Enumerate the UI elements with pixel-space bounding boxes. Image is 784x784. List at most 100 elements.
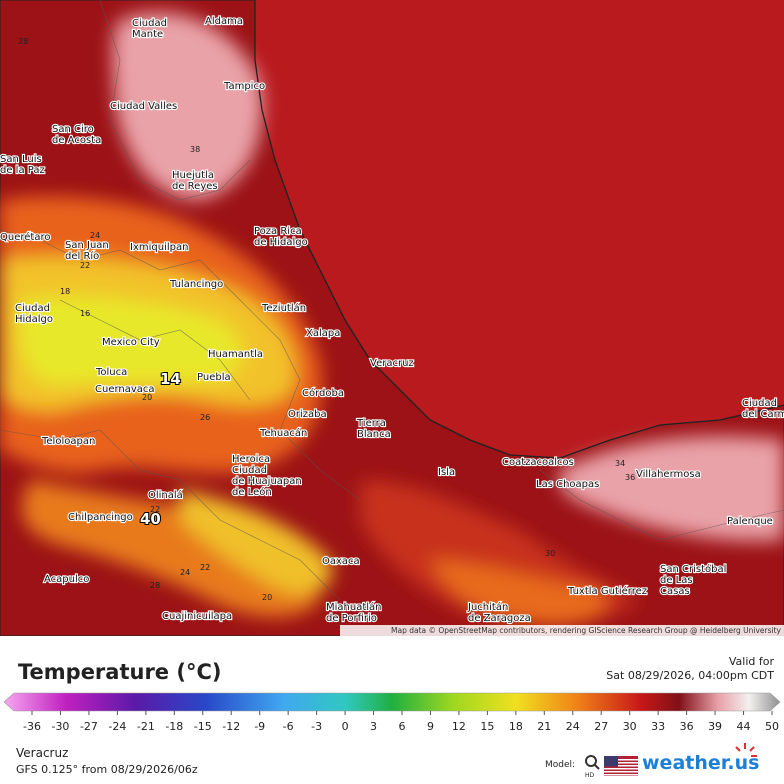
contour-label: 28 [18, 37, 28, 46]
place-label: de Las [660, 575, 693, 586]
colorbar-band [3, 692, 781, 712]
place-label: Puebla [197, 372, 231, 383]
contour-label: 22 [80, 261, 90, 270]
brand: weather.us [642, 752, 760, 774]
coastline [254, 0, 784, 459]
place-label: Ixmiquilpan [130, 242, 188, 253]
attribution-bg [340, 625, 784, 636]
place-label: de Hidalgo [254, 237, 308, 248]
place-label: del Río [65, 250, 99, 262]
place-label: Aldama [205, 16, 243, 27]
place-label: Palenque [727, 516, 773, 527]
valid-label: Valid for [728, 655, 774, 668]
colorbar-tick-label: -3 [311, 720, 322, 733]
place-label: Villahermosa [636, 469, 701, 480]
contour-label: 30 [545, 549, 555, 558]
colorbar-tick-label: 36 [680, 720, 694, 733]
place-label: Tehuacán [259, 427, 307, 439]
place-label: Teloloapan [41, 436, 95, 447]
place-label: Chilpancingo [68, 512, 133, 523]
contour-label: 38 [190, 145, 200, 154]
colorbar-tick-label: 0 [342, 720, 349, 733]
contour-label: 26 [200, 413, 210, 422]
place-label: San Cristóbal [660, 563, 726, 575]
place-label: Mante [132, 29, 163, 40]
place-label: Olinalá [148, 489, 183, 501]
hd-icon [585, 755, 600, 770]
colorbar-tick-label: 50 [765, 720, 779, 733]
place-label: de Acosta [52, 135, 101, 146]
contour-label: 20 [262, 593, 272, 602]
colorbar: -36 -30 -27 -24 -21 -18 -15 -12 -9 -6 -3 0 3 6 9 12 15 18… [3, 692, 781, 733]
contour-label: 24 [180, 568, 190, 577]
contour-label: 24 [90, 231, 100, 240]
place-label: Toluca [95, 367, 127, 378]
contour-label: 36 [625, 473, 635, 482]
place-label: Veracruz [370, 358, 414, 369]
colorbar-tick-label: 44 [737, 720, 751, 733]
colorbar-tick-label: -36 [23, 720, 41, 733]
colorbar-tick-label: -6 [283, 720, 294, 733]
place-label: San Ciro [52, 124, 94, 135]
attribution: Map data © OpenStreetMap contributors, r… [391, 626, 782, 635]
colorbar-tick-label: -21 [137, 720, 155, 733]
place-label: Tierra [356, 418, 386, 429]
colorbar-tick-label: 30 [623, 720, 637, 733]
colorbar-tick-label: -27 [80, 720, 98, 733]
place-label: San Luis [0, 154, 42, 165]
place-label: Miahuatlán [326, 601, 382, 613]
place-label: Blanca [357, 429, 391, 440]
colorbar-tick-label: 6 [399, 720, 406, 733]
place-label: Ciudad [742, 398, 777, 409]
colorbar-tick-label: 33 [651, 720, 665, 733]
colorbar-ticks: -36 -30 -27 -24 -21 -18 -15 -12 -9 -6 -3 0 3 6 9 12 15 18… [23, 711, 779, 733]
place-label: Tuxtla Gutiérrez [567, 585, 647, 597]
contour-label: 22 [150, 505, 160, 514]
place-label: Ciudad Valles [110, 101, 177, 112]
place-label: de la Paz [0, 165, 45, 176]
place-label: Hidalgo [15, 314, 53, 325]
location: Veracruz [16, 746, 69, 760]
place-label: Cuajinicuilapa [162, 611, 232, 622]
contour-label: 20 [142, 393, 152, 402]
place-label: de Reyes [172, 181, 218, 192]
place-label: Ciudad [232, 465, 267, 476]
contour-label: 34 [615, 459, 625, 468]
colorbar-tick-label: -9 [254, 720, 265, 733]
extreme-label: 14 [160, 370, 181, 388]
place-label: del Carmen [742, 409, 784, 420]
place-label: Huamantla [208, 349, 263, 360]
place-label: de León [232, 486, 272, 498]
colorbar-tick-label: 24 [566, 720, 580, 733]
place-label: Orizaba [288, 409, 327, 420]
place-label: de Zaragoza [468, 613, 531, 624]
place-label: Huejutla [172, 170, 214, 181]
colorbar-tick-label: -30 [51, 720, 69, 733]
place-label: Ciudad [15, 303, 50, 314]
colorbar-tick-label: -15 [194, 720, 212, 733]
flag [604, 756, 638, 776]
model-label: Model: [545, 760, 576, 770]
colorbar-tick-label: -12 [222, 720, 240, 733]
place-label: Isla [438, 467, 455, 478]
colorbar-tick-label: 39 [708, 720, 722, 733]
place-label: Poza Rica [254, 226, 302, 237]
place-label: de Huajuapan [232, 476, 302, 487]
map-layers [0, 0, 784, 636]
place-label: Tulancingo [169, 279, 223, 290]
place-label: Juchitán [467, 601, 508, 613]
colorbar-tick-label: 18 [509, 720, 523, 733]
contour-label: 16 [80, 309, 90, 318]
place-label: Coatzacoalcos [502, 457, 574, 468]
extreme-label: 40 [140, 510, 161, 528]
contour-label: 28 [150, 581, 160, 590]
place-label: Las Choapas [536, 479, 599, 490]
borders [0, 0, 784, 601]
contour-label: 22 [200, 563, 210, 572]
colorbar-tick-label: 9 [427, 720, 434, 733]
contour-labels: 28 38 24 22 18 16 20 26 28 24 22 20 36 30 34 22 14 40 [18, 37, 635, 602]
valid-time: Sat 08/29/2026, 04:00pm CDT [606, 669, 774, 682]
